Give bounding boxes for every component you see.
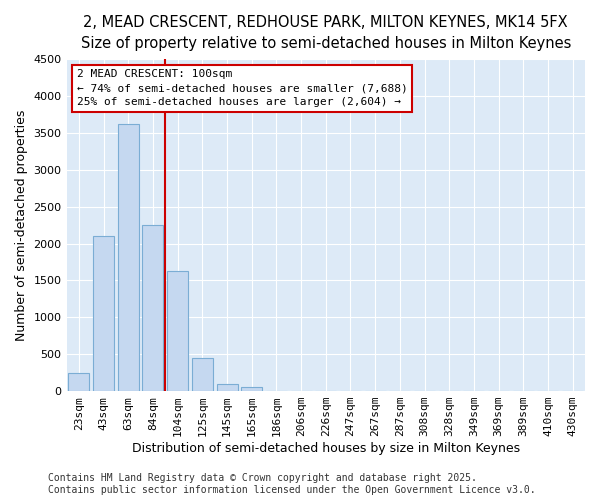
Text: Contains HM Land Registry data © Crown copyright and database right 2025.
Contai: Contains HM Land Registry data © Crown c… — [48, 474, 536, 495]
Title: 2, MEAD CRESCENT, REDHOUSE PARK, MILTON KEYNES, MK14 5FX
Size of property relati: 2, MEAD CRESCENT, REDHOUSE PARK, MILTON … — [80, 15, 571, 51]
Bar — [93, 236, 114, 391]
Text: 2 MEAD CRESCENT: 100sqm
← 74% of semi-detached houses are smaller (7,688)
25% of: 2 MEAD CRESCENT: 100sqm ← 74% of semi-de… — [77, 69, 407, 107]
X-axis label: Distribution of semi-detached houses by size in Milton Keynes: Distribution of semi-detached houses by … — [132, 442, 520, 455]
Bar — [118, 124, 139, 391]
Bar — [217, 384, 238, 391]
Bar — [167, 271, 188, 391]
Bar — [241, 387, 262, 391]
Bar — [142, 225, 163, 391]
Y-axis label: Number of semi-detached properties: Number of semi-detached properties — [15, 110, 28, 341]
Bar — [68, 372, 89, 391]
Bar — [192, 358, 213, 391]
